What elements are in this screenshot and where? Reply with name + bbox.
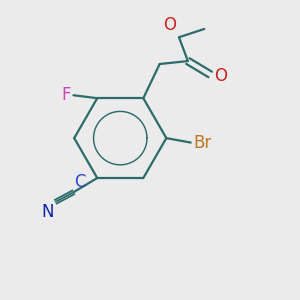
Text: F: F [61, 86, 71, 104]
Text: O: O [214, 67, 227, 85]
Text: Br: Br [193, 134, 211, 152]
Text: O: O [163, 16, 176, 34]
Text: N: N [42, 203, 54, 221]
Text: C: C [74, 173, 85, 191]
